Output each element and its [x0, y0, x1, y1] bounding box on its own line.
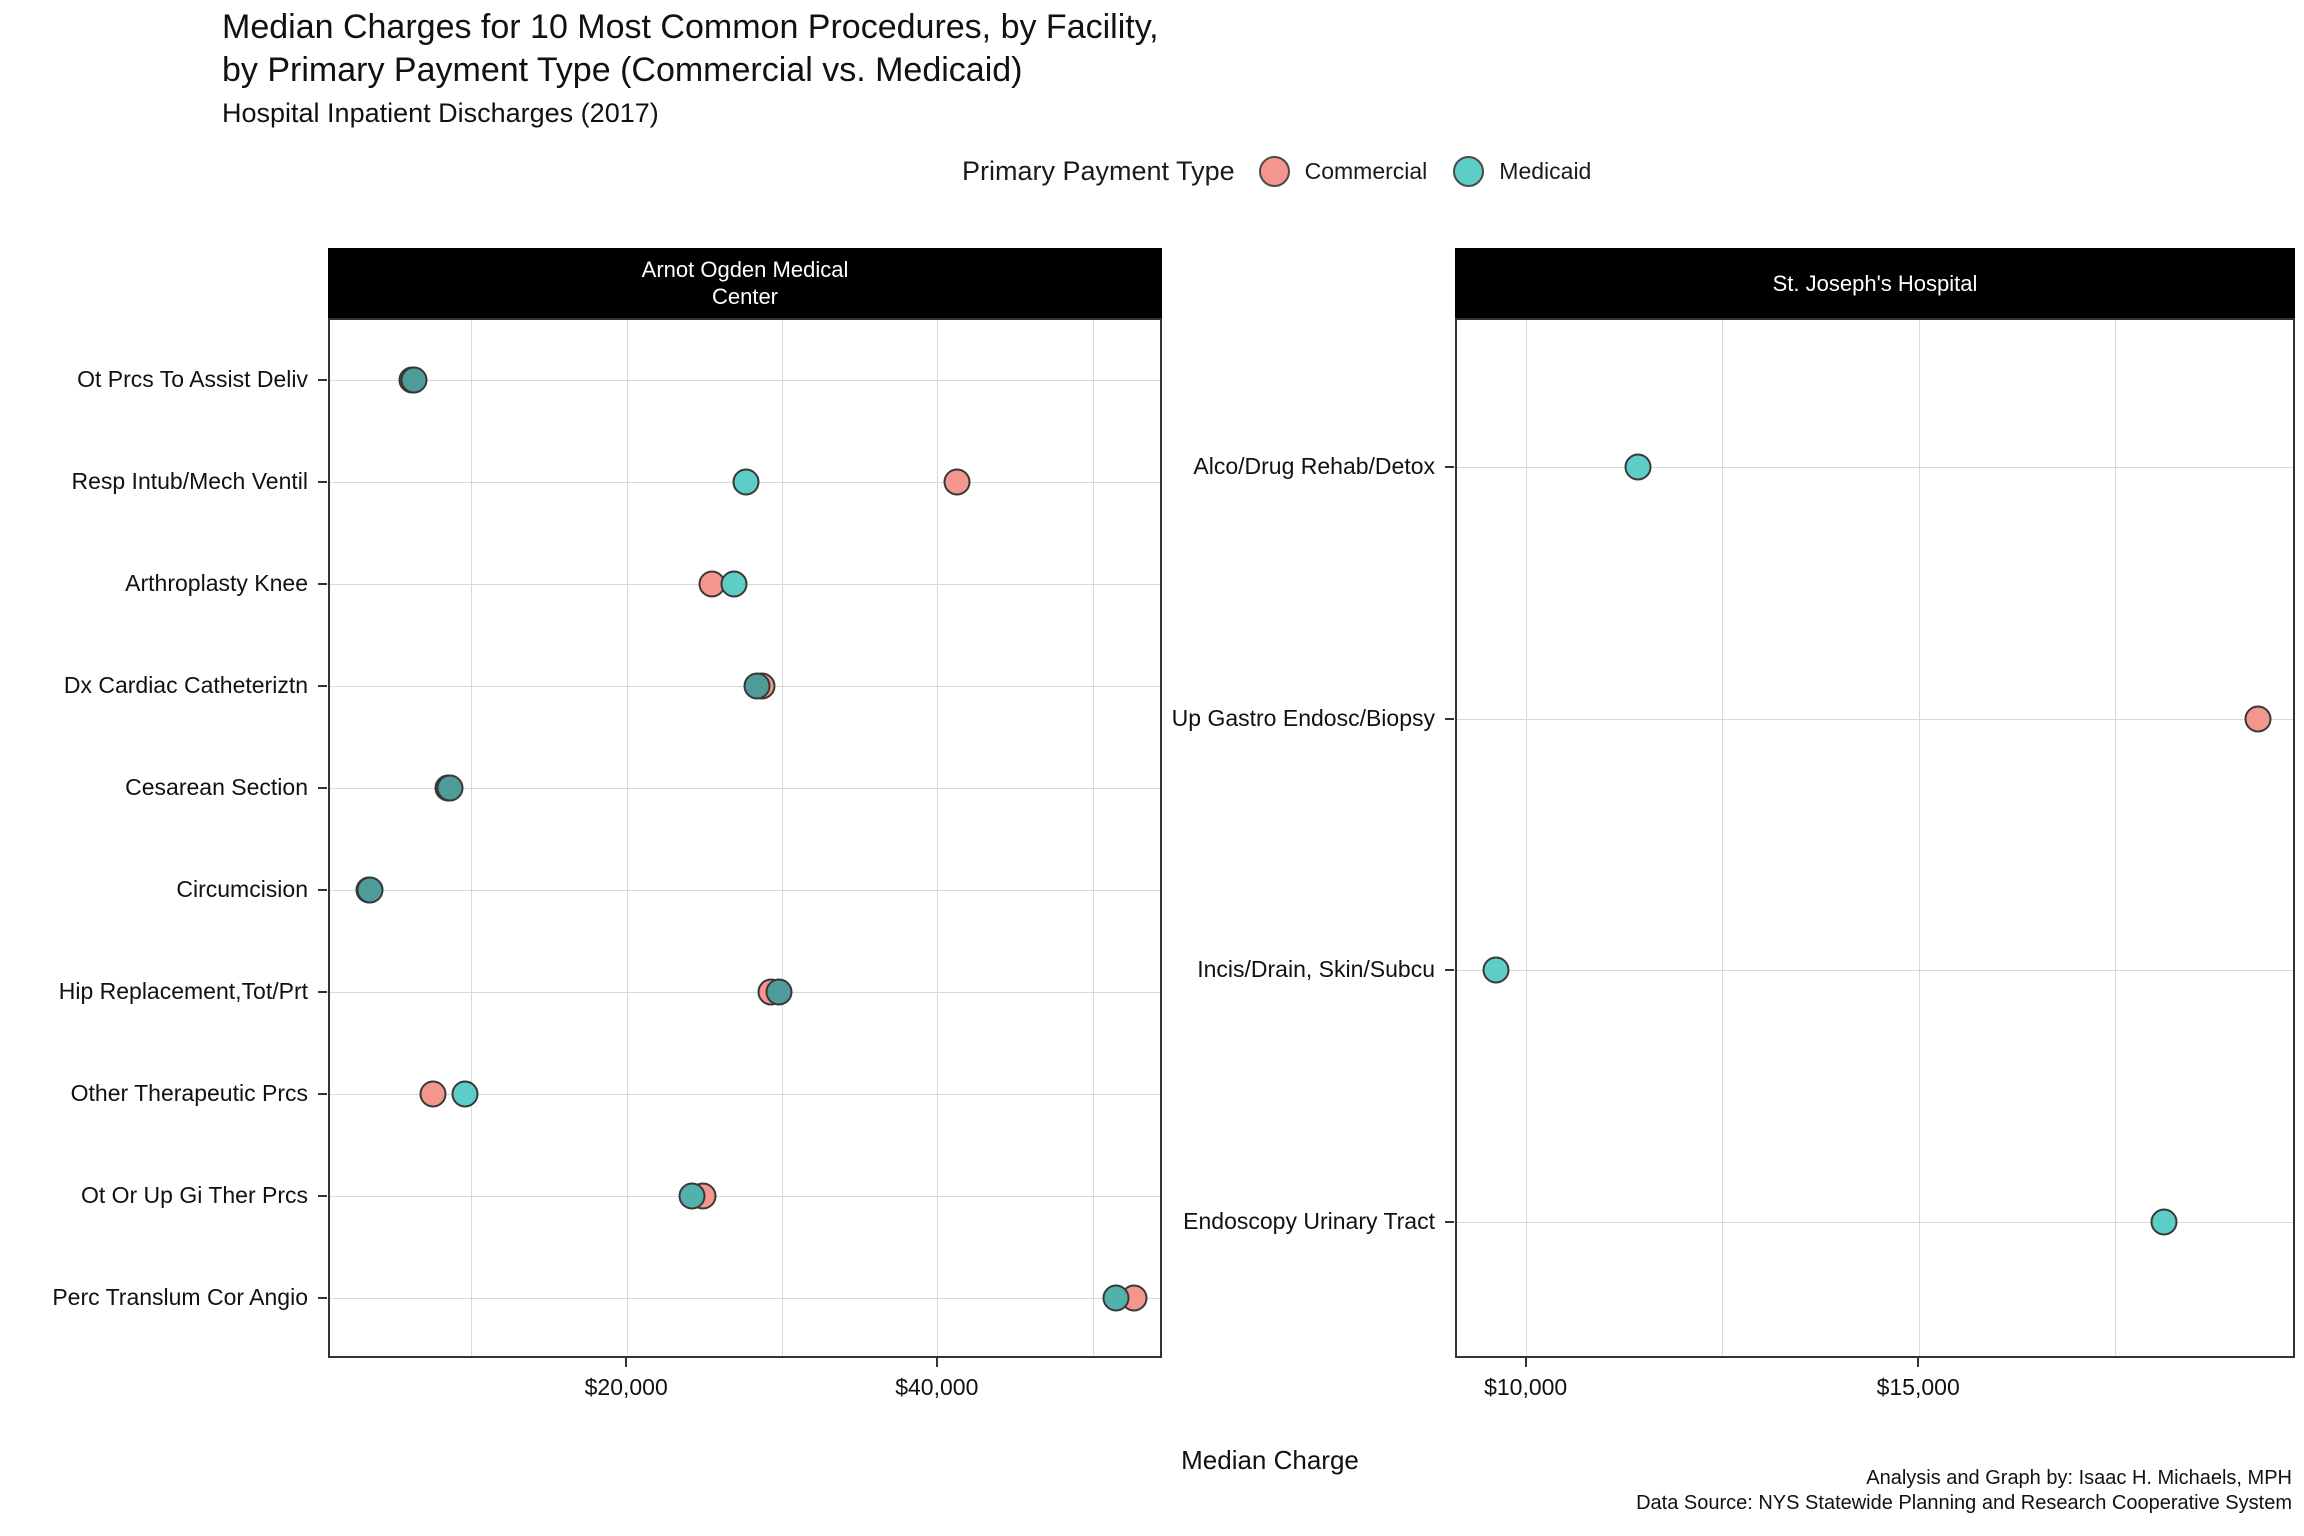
y-axis-label: Ot Prcs To Assist Deliv — [77, 366, 308, 392]
y-axis-label: Arthroplasty Knee — [125, 570, 308, 596]
chart-subtitle: Hospital Inpatient Discharges (2017) — [222, 98, 659, 128]
y-axis-label: Up Gastro Endosc/Biopsy — [1171, 704, 1435, 731]
data-point-medicaid — [1102, 1284, 1130, 1312]
caption: Analysis and Graph by: Isaac H. Michaels… — [1636, 1466, 2292, 1516]
data-point-medicaid — [1482, 956, 1510, 984]
gridline-horizontal — [1457, 718, 2293, 720]
x-axis-tick-label: $20,000 — [584, 1374, 668, 1400]
data-point-medicaid — [720, 570, 748, 598]
data-point-commercial — [419, 1080, 446, 1108]
data-point-medicaid — [678, 1182, 706, 1210]
y-tick-mark — [1445, 466, 1454, 468]
gridline-vertical — [1918, 320, 1920, 1356]
data-point-medicaid — [451, 1080, 479, 1108]
y-tick-mark — [318, 1093, 327, 1095]
y-axis-label: Cesarean Section — [125, 774, 308, 800]
y-axis-label: Ot Or Up Gi Ther Prcs — [80, 1182, 308, 1208]
x-tick-mark — [625, 1358, 628, 1367]
y-tick-mark — [318, 787, 327, 789]
y-tick-mark — [1445, 1221, 1454, 1224]
gridline-vertical — [1722, 320, 1724, 1356]
x-axis-tick-label: $15,000 — [1876, 1374, 1960, 1400]
facet-strip: Arnot Ogden Medical Center — [328, 248, 1162, 318]
data-point-medicaid — [743, 672, 771, 700]
data-point-medicaid — [1624, 453, 1652, 481]
x-axis-tick-label: $10,000 — [1484, 1374, 1568, 1400]
gridline-horizontal — [330, 380, 1160, 381]
y-tick-mark — [318, 481, 327, 483]
gridline-vertical — [937, 320, 939, 1356]
y-axis-label: Other Therapeutic Prcs — [70, 1080, 308, 1106]
gridline-vertical — [781, 320, 783, 1356]
y-axis-label: Endoscopy Urinary Tract — [1183, 1208, 1435, 1235]
data-point-medicaid — [400, 366, 428, 394]
chart-title-line2: by Primary Payment Type (Commercial vs. … — [222, 51, 1023, 89]
gridline-horizontal — [330, 1298, 1160, 1299]
plot-panel — [1455, 318, 2295, 1358]
gridline-horizontal — [330, 890, 1160, 891]
y-axis-label: Alco/Drug Rehab/Detox — [1193, 453, 1435, 479]
y-axis-label: Hip Replacement,Tot/Prt — [58, 978, 308, 1004]
data-point-medicaid — [356, 876, 384, 904]
y-axis-label: Incis/Drain, Skin/Subcu — [1197, 956, 1435, 983]
data-point-medicaid — [732, 468, 760, 496]
y-tick-mark — [318, 685, 327, 687]
data-point-medicaid — [765, 978, 793, 1006]
y-tick-mark — [318, 1195, 327, 1197]
y-tick-mark — [318, 889, 327, 891]
gridline-horizontal — [330, 788, 1160, 789]
gridline-horizontal — [1457, 1222, 2293, 1224]
data-point-medicaid — [2150, 1208, 2178, 1236]
legend-item-commercial: Commercial — [1258, 156, 1428, 187]
data-point-medicaid — [436, 774, 464, 802]
x-tick-mark — [1524, 1358, 1527, 1367]
y-tick-mark — [1445, 969, 1454, 972]
gridline-vertical — [471, 320, 473, 1356]
commercial-swatch-icon — [1258, 156, 1290, 187]
y-axis-label: Perc Translum Cor Angio — [52, 1284, 308, 1310]
data-point-commercial — [943, 468, 971, 496]
x-tick-mark — [935, 1358, 938, 1367]
caption-line1: Analysis and Graph by: Isaac H. Michaels… — [1866, 1467, 2292, 1489]
y-tick-mark — [318, 583, 327, 585]
gridline-vertical — [626, 320, 628, 1356]
facet-strip-label: St. Joseph's Hospital — [1772, 270, 1978, 296]
gridline-horizontal — [330, 992, 1160, 993]
legend-item-medicaid: Medicaid — [1453, 156, 1591, 187]
x-axis-tick-label: $40,000 — [895, 1374, 979, 1400]
chart-title: Median Charges for 10 Most Common Proced… — [222, 6, 1159, 92]
legend-label-medicaid: Medicaid — [1499, 158, 1592, 184]
gridline-horizontal — [330, 1094, 1160, 1095]
y-tick-mark — [318, 991, 327, 993]
plot-panel — [328, 318, 1162, 1358]
y-axis-label: Circumcision — [176, 876, 308, 902]
data-point-commercial — [2244, 705, 2272, 733]
caption-line2: Data Source: NYS Statewide Planning and … — [1636, 1492, 2292, 1514]
y-axis-label: Resp Intub/Mech Ventil — [71, 468, 308, 494]
gridline-vertical — [1526, 320, 1528, 1356]
y-tick-mark — [318, 379, 327, 381]
gridline-horizontal — [1457, 467, 2293, 468]
y-tick-mark — [318, 1297, 327, 1299]
gridline-vertical — [2114, 320, 2116, 1356]
legend: Primary Payment Type Commercial Medicaid — [962, 156, 1617, 187]
facet-strip-label: Arnot Ogden Medical — [641, 257, 849, 282]
legend-label-commercial: Commercial — [1304, 158, 1428, 184]
facet-strip-label: Center — [711, 284, 779, 309]
medicaid-swatch-icon — [1453, 156, 1485, 187]
y-axis-label: Dx Cardiac Catheteriztn — [63, 672, 308, 698]
chart-title-line1: Median Charges for 10 Most Common Proced… — [222, 8, 1159, 46]
facet-strip: St. Joseph's Hospital — [1455, 248, 2295, 318]
x-axis-title: Median Charge — [1181, 1445, 1359, 1475]
gridline-horizontal — [330, 1196, 1160, 1197]
legend-title: Primary Payment Type — [962, 156, 1235, 186]
x-tick-mark — [1917, 1358, 1920, 1367]
gridline-horizontal — [1457, 970, 2293, 972]
y-tick-mark — [1445, 717, 1454, 720]
gridline-vertical — [1092, 320, 1094, 1356]
